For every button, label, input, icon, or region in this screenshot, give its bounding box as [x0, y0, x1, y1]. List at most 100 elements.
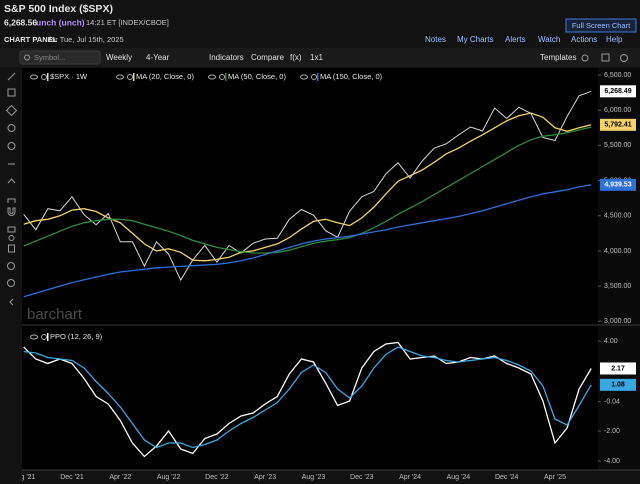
- page-title: S&P 500 Index ($SPX): [4, 3, 113, 15]
- header-link[interactable]: Notes: [425, 35, 446, 44]
- legend-swatch: [47, 73, 49, 81]
- toolbar-item[interactable]: Compare: [251, 53, 284, 62]
- toolbar-item[interactable]: Indicators: [209, 53, 244, 62]
- legend-eye[interactable]: [30, 334, 38, 340]
- zoom-out[interactable]: [7, 279, 15, 287]
- x-tick-label: Aug '22: [157, 474, 181, 481]
- legend-swatch: [47, 333, 49, 341]
- legend-label: $SPX · 1W: [50, 72, 88, 81]
- header-link[interactable]: Actions: [571, 35, 597, 44]
- legend-label: MA (20, Close, 0): [136, 72, 194, 81]
- y-tick-label: 4,500.00: [604, 213, 631, 220]
- value-badge: [600, 118, 636, 131]
- pattern-tool[interactable]: [7, 178, 16, 184]
- legend-eye[interactable]: [208, 74, 216, 80]
- value-badge-label: 6,268.49: [604, 88, 631, 95]
- x-tick-label: Aug '23: [302, 474, 326, 481]
- header-link[interactable]: My Charts: [457, 35, 493, 44]
- y-tick-label: -4.00: [604, 458, 620, 465]
- draw-line-tool[interactable]: [7, 72, 16, 81]
- symbol-input[interactable]: [19, 50, 101, 65]
- symbol-placeholder[interactable]: Symbol...: [34, 53, 65, 62]
- legend-settings[interactable]: [41, 334, 47, 340]
- legend-settings[interactable]: [127, 74, 133, 80]
- toolbar: [0, 48, 640, 67]
- x-tick-label: Dec '22: [205, 474, 229, 481]
- magnet-tool[interactable]: [7, 207, 16, 216]
- header-link[interactable]: Watch: [538, 35, 560, 44]
- header-link[interactable]: Help: [606, 35, 623, 44]
- toolbar-item[interactable]: Weekly: [106, 53, 132, 62]
- legend-swatch: [225, 73, 227, 81]
- fib-tool[interactable]: [5, 104, 18, 117]
- value-badge-label: 1.08: [611, 382, 625, 389]
- toolbar-item[interactable]: 4-Year: [146, 53, 170, 62]
- y-tick-label: 6,500.00: [604, 72, 631, 79]
- fullscreen-button[interactable]: [565, 18, 637, 33]
- x-tick-label: Dec '23: [350, 474, 374, 481]
- price-change: unch (unch): [36, 17, 85, 27]
- y-tick-label: 6,000.00: [604, 107, 631, 114]
- value-badge-label: 5,792.41: [604, 122, 631, 129]
- measure-tool[interactable]: [7, 198, 16, 203]
- hide-tool[interactable]: [8, 235, 15, 241]
- watermark: barchart: [27, 306, 83, 323]
- series-line: [23, 90, 592, 282]
- y-tick-label: 4,000.00: [604, 248, 631, 255]
- lock-tool[interactable]: [7, 226, 16, 233]
- delete-tool[interactable]: [8, 244, 15, 253]
- x-tick-label: Dec '24: [495, 474, 519, 481]
- legend-eye[interactable]: [300, 74, 308, 80]
- circle-tool[interactable]: [7, 124, 16, 132]
- symbols-icon[interactable]: [620, 54, 628, 62]
- x-tick-label: Aug '21: [12, 474, 36, 481]
- y-tick-label: 3,500.00: [604, 283, 631, 290]
- last-price: 6,268.56: [4, 17, 37, 27]
- series-line: [23, 341, 592, 458]
- y-tick-label: -2.00: [604, 428, 620, 435]
- legend-settings[interactable]: [41, 74, 47, 80]
- legend-settings[interactable]: [311, 74, 317, 80]
- sidebar: [5, 72, 18, 306]
- quote-time: 14:21 ET [INDEX/CBOE]: [86, 18, 169, 27]
- x-tick-label: Dec '21: [60, 474, 84, 481]
- header-link[interactable]: Alerts: [505, 35, 525, 44]
- legend-label: MA (50, Close, 0): [228, 72, 286, 81]
- toolbar-item[interactable]: f(x): [290, 53, 302, 62]
- x-tick-label: Apr '23: [254, 474, 276, 481]
- y-tick-label: 5,500.00: [604, 142, 631, 149]
- toolbar-item[interactable]: 1x1: [310, 53, 323, 62]
- x-tick-label: Aug '24: [447, 474, 471, 481]
- settings-icon[interactable]: [581, 54, 589, 62]
- series-line: [23, 346, 592, 449]
- chart-area: [22, 68, 598, 470]
- save-icon[interactable]: [601, 53, 610, 62]
- legend-swatch: [133, 73, 135, 81]
- y-tick-label: 3,000.00: [604, 318, 631, 325]
- legend-settings[interactable]: [219, 74, 225, 80]
- legend-label: MA (150, Close, 0): [320, 72, 383, 81]
- y-tick-label: -0.04: [604, 398, 620, 405]
- x-tick-label: Apr '22: [109, 474, 131, 481]
- plot-layer: Aug '21 Dec '21 Apr '22 Aug '22 Dec '22 Apr '…: [12, 90, 592, 481]
- collapse-sidebar[interactable]: [9, 298, 14, 306]
- zoom-in[interactable]: [7, 262, 15, 270]
- value-badge-label: 4,939.53: [604, 182, 631, 189]
- value-badge-label: 2.17: [611, 365, 625, 372]
- price-axis: [598, 68, 640, 470]
- legend-eye[interactable]: [116, 74, 124, 80]
- templates-button[interactable]: Templates: [540, 53, 576, 62]
- value-badge: [600, 85, 636, 98]
- value-badge: [600, 378, 636, 391]
- panel-label: CHART PANEL: [4, 35, 58, 44]
- fullscreen-label[interactable]: Full Screen Chart: [572, 21, 631, 30]
- info-tool[interactable]: [7, 142, 16, 150]
- legend-eye[interactable]: [30, 74, 38, 80]
- series-line: [23, 126, 592, 254]
- value-badge: [600, 362, 636, 375]
- x-tick-label: Apr '25: [544, 474, 566, 481]
- search-icon: [24, 54, 30, 61]
- shape-tool[interactable]: [7, 88, 16, 97]
- legend-label: PPO (12, 26, 9): [50, 332, 103, 341]
